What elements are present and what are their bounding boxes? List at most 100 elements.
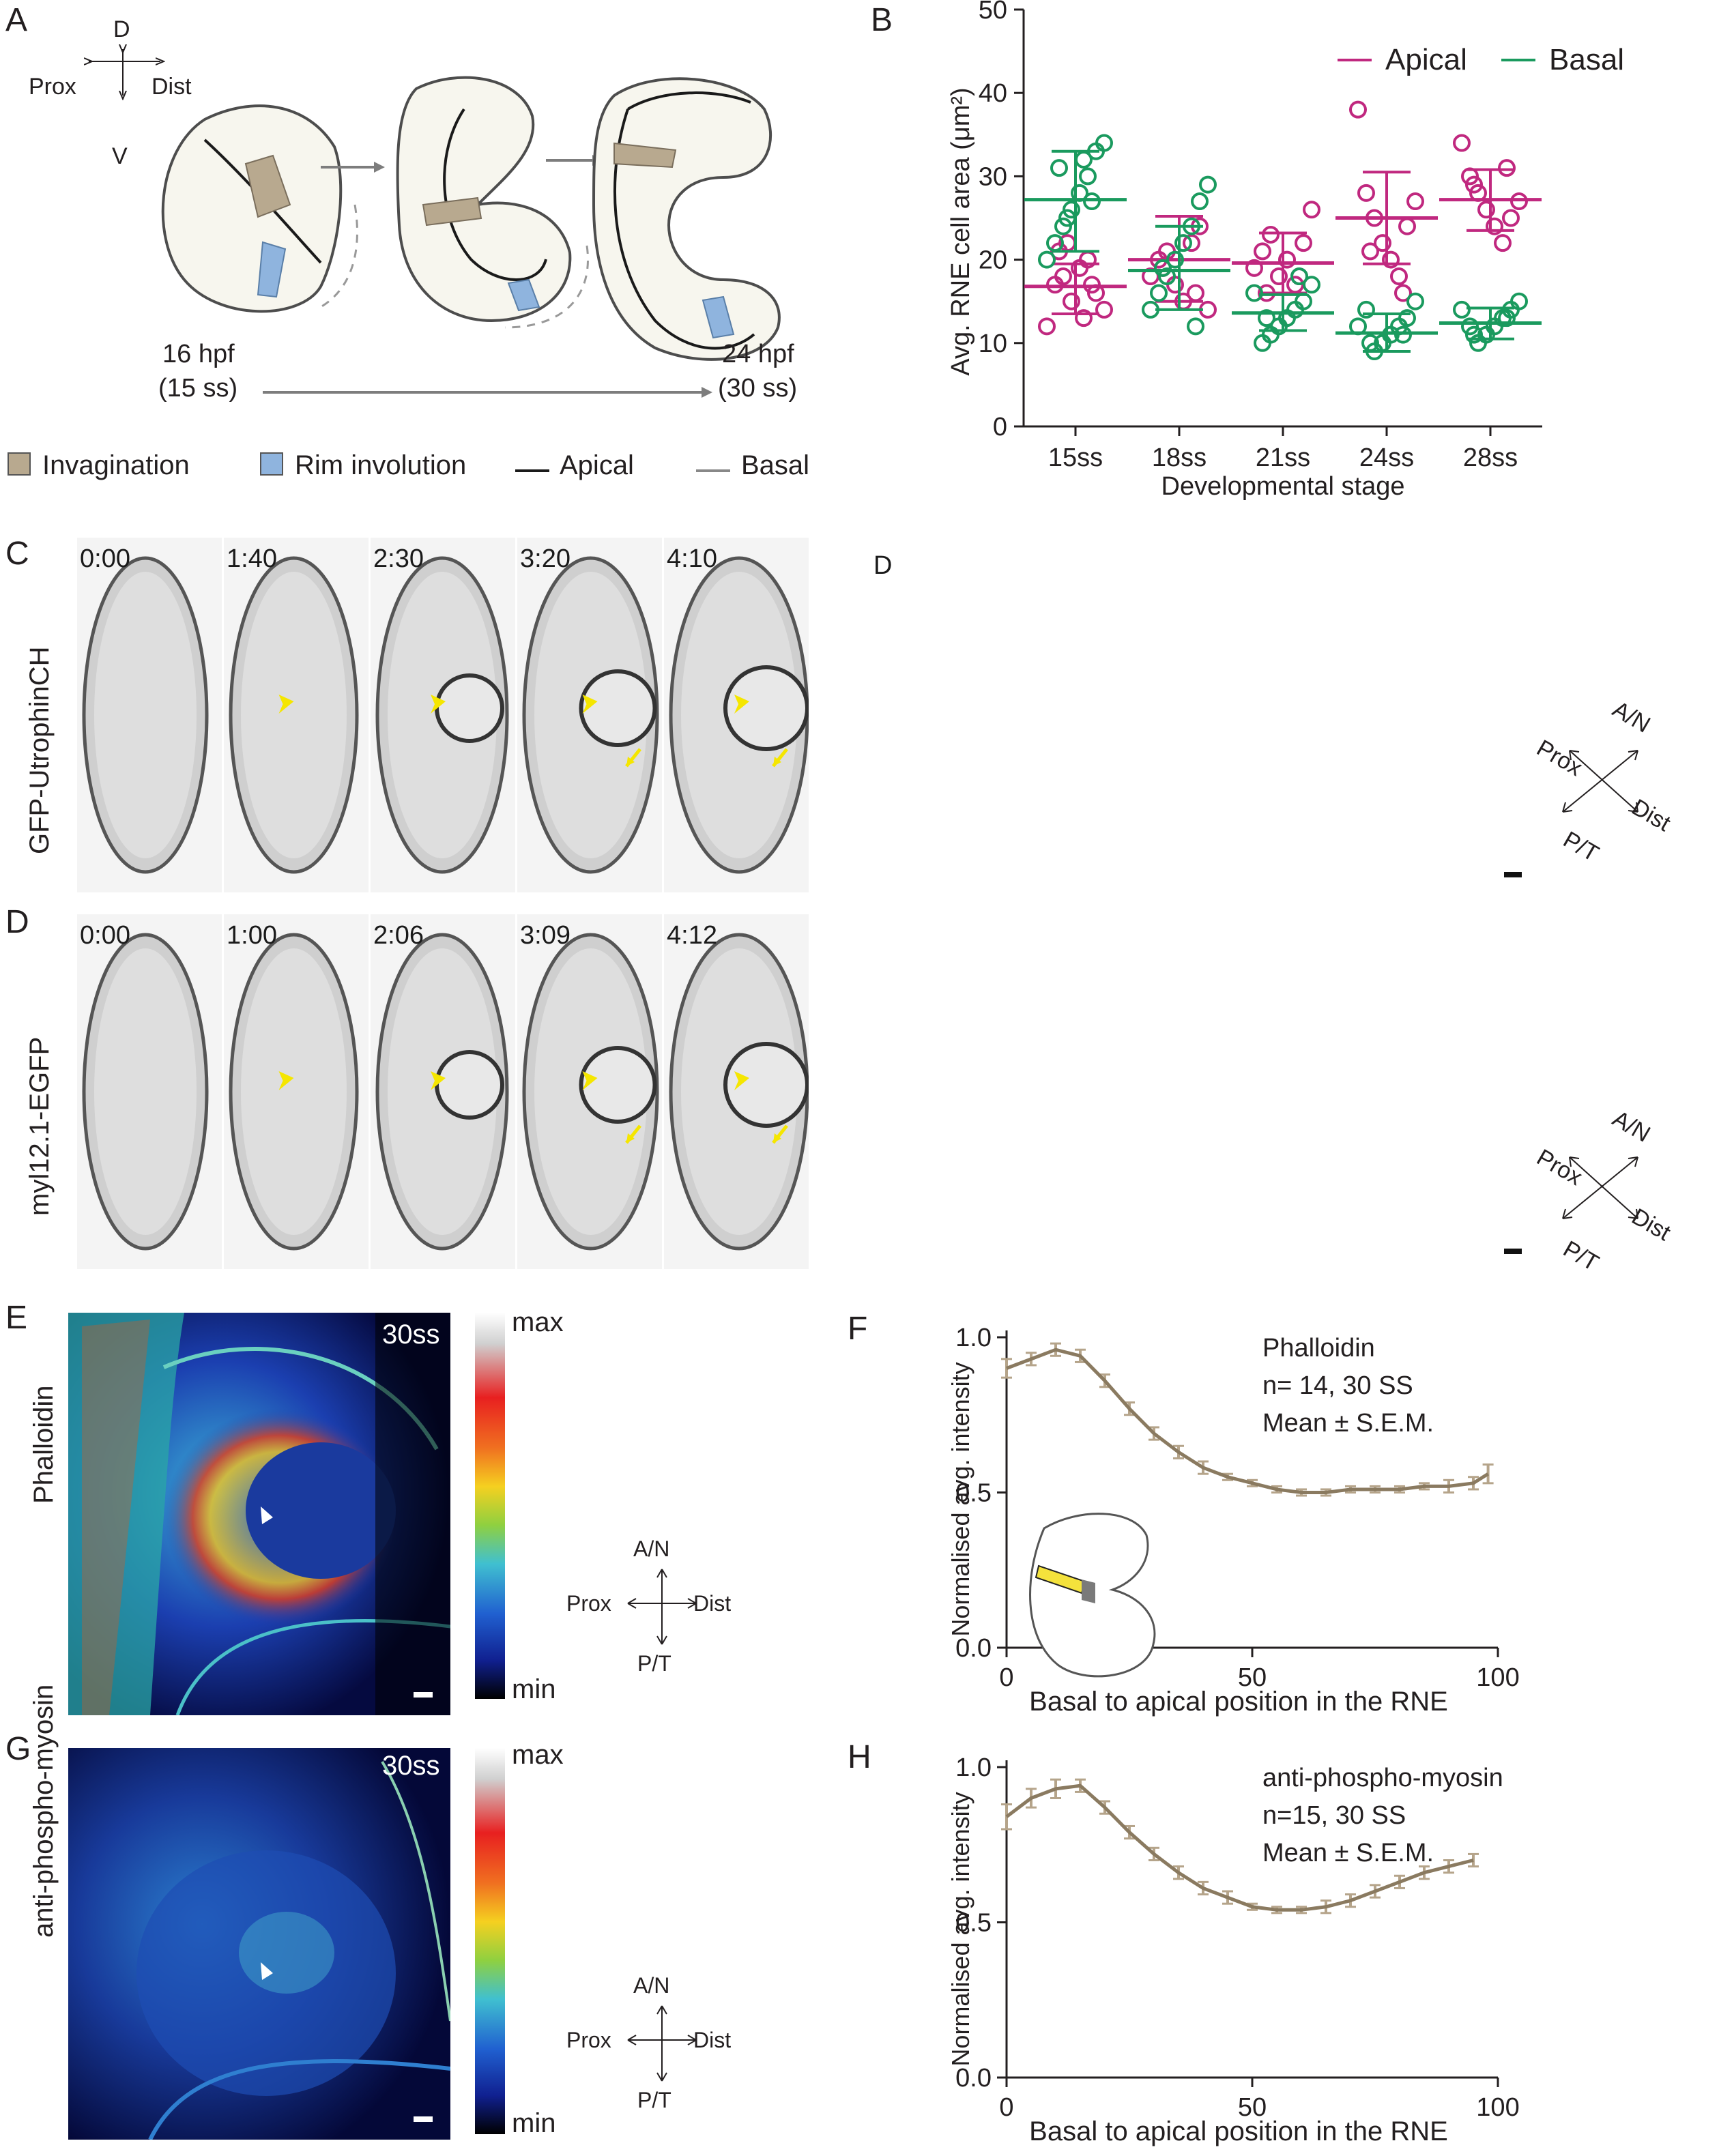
legend-swatch-invagination [8,452,31,476]
b-point-apical [1498,159,1516,177]
b-point-basal [1453,300,1471,319]
b-point-apical [1038,317,1056,336]
timelapse-frame [224,914,369,1269]
b-point-apical [1054,267,1072,286]
b-point-apical [1465,175,1483,194]
timelapse-frame [77,914,222,1269]
b-point-basal [1063,201,1080,219]
b-point-apical [1187,284,1204,302]
stage-start-ss: (15 ss) [158,374,238,403]
b-xtick-label: 21ss [1256,443,1310,472]
b-xtick-label: 24ss [1359,443,1414,472]
timestamp: 0:00 [80,544,130,573]
xtick-label: 100 [1476,1663,1519,1692]
compass-e [627,1569,697,1645]
compass-e-prox: Prox [566,1591,611,1616]
compass-g-an: A/N [633,1973,670,1998]
panel-a-compass [89,49,160,96]
ytick-label: 0.5 [955,1479,992,1508]
timestamp: 2:06 [373,921,424,950]
annotation-line: Phalloidin [1262,1334,1375,1363]
b-point-basal [1075,150,1093,169]
b-point-basal [1303,276,1320,294]
annotation-line: Mean ± S.E.M. [1262,1839,1434,1867]
inset-schematic [1029,1513,1156,1678]
row-label-c: GFP-UtrophinCH [25,646,55,854]
y-title: Normalised avg. intensity [947,1792,974,2066]
legend-swatch-rim [260,452,283,476]
b-point-apical [1494,234,1512,252]
b-point-basal [1150,284,1168,302]
compass-d [1562,1156,1638,1219]
compass-v: V [112,143,128,169]
ytick-label: 0.0 [955,1634,992,1663]
timelapse-frame [517,914,662,1269]
timestamp: 1:00 [227,921,277,950]
b-point-basal [1406,292,1424,310]
xtick-label: 50 [1238,1663,1267,1692]
legend-rim: Rim involution [295,450,467,480]
b-point-apical [1502,209,1520,227]
panel-label-a: A [5,2,28,38]
stage-end: 24 hpf [722,340,794,368]
scale-bar [1504,1249,1522,1254]
colorbar-e [475,1313,505,1699]
b-x-title: Developmental stage [1161,472,1405,501]
b-point-apical [1406,192,1424,211]
b-point-apical [1357,184,1375,202]
b-point-apical [1349,100,1367,119]
b-y-title: Avg. RNE cell area (μm²) [947,87,975,375]
legend-apical: Apical [560,450,634,480]
timestamp: 3:09 [520,921,570,950]
timelapse-frame [371,914,515,1269]
stage-start: 16 hpf [162,340,235,368]
b-point-apical [1303,201,1320,219]
b-point-basal [1290,267,1308,286]
xtick-label: 0 [999,1663,1013,1692]
b-point-apical [1075,309,1093,327]
b-ytick-label: 30 [979,162,1007,191]
panel-label-c: C [5,536,29,572]
xtick-label: 0 [999,2093,1013,2122]
b-point-apical [1361,242,1379,261]
myosin-image [68,1748,450,2140]
b-point-apical [1254,242,1271,261]
d-marker: D [873,551,893,580]
b-xtick-label: 18ss [1152,443,1207,472]
ytick-label: 0.5 [955,1909,992,1938]
row-label-g: anti-phospho-myosin [29,1684,59,1938]
ytick-label: 1.0 [955,1753,992,1782]
b-point-basal [1154,259,1172,277]
stage-end-ss: (30 ss) [718,374,798,403]
b-legend-label-basal: Basal [1549,43,1624,76]
compass-e-pt: P/T [637,1651,671,1676]
timestamp: 0:00 [80,921,130,950]
xtick-label: 100 [1476,2093,1519,2122]
legend-invagination: Invagination [42,450,190,480]
eye-cup-early [161,104,358,313]
b-point-apical [1063,292,1080,310]
b-point-apical [1262,225,1280,244]
compass-dist: Dist [151,74,192,100]
b-point-basal [1465,325,1483,344]
row-label-d: myl12.1-EGFP [25,1036,55,1216]
b-point-apical [1453,134,1471,152]
b-point-basal [1050,159,1068,177]
timestamp: 4:10 [667,544,717,573]
panel-label-d: D [5,904,29,940]
b-point-apical [1394,284,1412,302]
xtick-label: 50 [1238,2093,1267,2122]
b-point-basal [1054,217,1072,235]
y-title: Normalised avg. intensity [947,1362,974,1636]
b-xtick-label: 15ss [1048,443,1103,472]
legend-basal: Basal [741,450,810,480]
mean-line [1006,1348,1489,1494]
panel-label-h: H [848,1739,871,1775]
b-point-basal [1199,175,1217,194]
b-point-apical [1270,267,1288,286]
b-ytick-label: 20 [979,246,1007,275]
timelapse-frame [664,914,809,1269]
b-point-basal [1461,317,1479,336]
colorbar-e-max: max [512,1307,564,1337]
timestamp: 4:12 [667,921,717,950]
